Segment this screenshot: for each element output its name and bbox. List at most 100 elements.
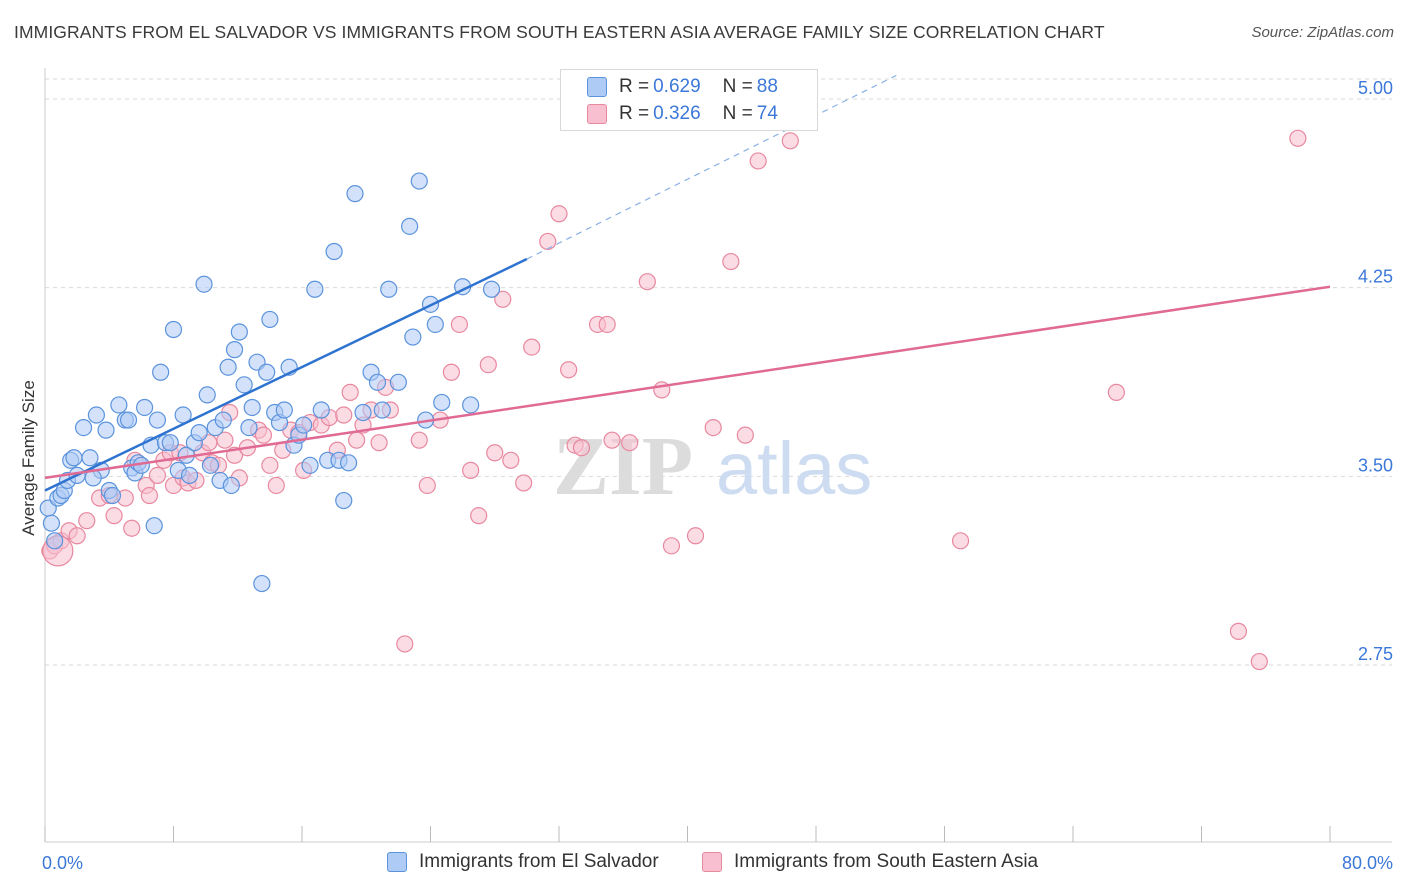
se-asia-point [78, 512, 96, 530]
el-salvador-point [354, 403, 372, 422]
el-salvador-point [312, 401, 330, 419]
se-asia-point [216, 431, 234, 449]
se-asia-point [502, 451, 520, 469]
el-salvador-point [339, 454, 358, 472]
el-salvador-point [389, 373, 407, 391]
el-salvador-point [180, 466, 199, 484]
el-salvador-point [190, 424, 208, 442]
se-asia-point [598, 315, 616, 334]
watermark-zip: ZIP [553, 420, 693, 513]
x-tick-label: 80.0% [1342, 853, 1393, 873]
legend-item-el-salvador[interactable]: Immigrants from El Salvador [387, 851, 659, 873]
legend-n-value: 74 [756, 103, 778, 124]
legend-label-el-salvador: Immigrants from El Salvador [419, 851, 659, 872]
el-salvador-point [103, 486, 122, 505]
el-salvador-point [230, 323, 248, 341]
se-asia-point [1250, 652, 1268, 671]
se-asia-point [736, 426, 754, 444]
el-salvador-point [152, 363, 170, 381]
se-asia-point [261, 456, 279, 474]
el-salvador-point [240, 419, 258, 437]
se-asia-point [722, 252, 740, 271]
se-asia-point [418, 476, 436, 495]
stats-legend: R = 0.629 N = 88 R = 0.326 N = 74 [560, 69, 818, 131]
se-asia-point [621, 434, 639, 452]
el-salvador-point [335, 491, 353, 510]
el-salvador-point [261, 310, 279, 329]
se-asia-point [1229, 622, 1248, 640]
se-asia-point [662, 537, 681, 555]
se-asia-point [494, 290, 512, 308]
legend-r-value: 0.326 [653, 103, 701, 124]
el-salvador-point [65, 449, 83, 467]
se-asia-point [348, 431, 366, 449]
el-salvador-point [135, 398, 154, 417]
el-salvador-point [325, 242, 343, 261]
el-salvador-point [119, 411, 138, 429]
se-asia-point [68, 527, 86, 545]
se-asia-point [442, 363, 460, 381]
legend-swatch-blue [587, 77, 607, 97]
el-salvador-point [195, 275, 213, 293]
el-salvador-point [198, 386, 216, 404]
legend-r-label: R = [619, 76, 650, 97]
legend-item-se-asia[interactable]: Immigrants from South Eastern Asia [702, 851, 1038, 873]
watermark: ZIP atlas [553, 420, 872, 513]
x-tick-label: 0.0% [42, 853, 83, 873]
el-salvador-point [404, 328, 422, 346]
el-salvador-point [46, 532, 64, 550]
el-salvador-point [253, 574, 271, 593]
el-salvador-point [380, 280, 398, 298]
legend-label-se-asia: Immigrants from South Eastern Asia [734, 851, 1039, 872]
se-asia-point [749, 152, 767, 170]
el-salvador-point [87, 406, 106, 424]
el-salvador-point [222, 476, 240, 495]
el-salvador-point [410, 172, 428, 190]
legend-swatch-blue [387, 852, 407, 872]
source-credit: Source: ZipAtlas.com [1251, 24, 1394, 41]
el-salvador-point [225, 341, 244, 359]
el-salvador-point [426, 315, 444, 334]
se-asia-point [951, 532, 970, 550]
se-asia-point [603, 431, 621, 449]
el-salvador-point [201, 456, 220, 474]
el-salvador-point [219, 358, 237, 376]
el-salvador-point [433, 393, 451, 412]
se-asia-point [148, 466, 167, 484]
se-asia-point [267, 476, 285, 495]
se-asia-point [550, 205, 568, 223]
trend-lines [44, 74, 1331, 492]
legend-r-value: 0.629 [653, 76, 701, 97]
y-tick-label: 3.50 [1358, 455, 1393, 475]
el-salvador-point [42, 514, 61, 532]
se-asia-point [479, 356, 497, 374]
se-asia-point [486, 444, 504, 462]
el-salvador-point [275, 401, 293, 419]
el-salvador-point [81, 449, 99, 467]
el-salvador-point [74, 419, 93, 437]
legend-n-label: N = [722, 76, 753, 97]
se-asia-point [704, 419, 722, 437]
y-axis-label: Average Family Size [19, 380, 38, 536]
chart-title: IMMIGRANTS FROM EL SALVADOR VS IMMIGRANT… [14, 22, 1105, 42]
el-salvador-point [214, 411, 232, 429]
el-salvador-point [295, 416, 313, 434]
se-asia-point [370, 434, 388, 452]
se-asia-point [123, 519, 141, 537]
grid-lines [45, 78, 1392, 666]
el-salvador-point [373, 401, 391, 419]
legend-swatch-pink [587, 104, 607, 124]
el-salvador-trend-line [44, 257, 528, 492]
legend-row-blue: R = 0.629 N = 88 [587, 75, 778, 99]
se-asia-point [781, 132, 799, 150]
se-asia-point [396, 635, 414, 653]
el-salvador-point [243, 398, 261, 417]
se-asia-point [638, 273, 656, 291]
se-asia-point [105, 507, 123, 525]
el-salvador-point [401, 217, 419, 235]
legend-r-label: R = [619, 103, 650, 124]
y-tick-label: 2.75 [1358, 644, 1393, 664]
tick-labels: 2.75 3.50 4.25 5.00 0.0% 80.0% [42, 78, 1393, 873]
el-salvador-point [161, 434, 179, 452]
